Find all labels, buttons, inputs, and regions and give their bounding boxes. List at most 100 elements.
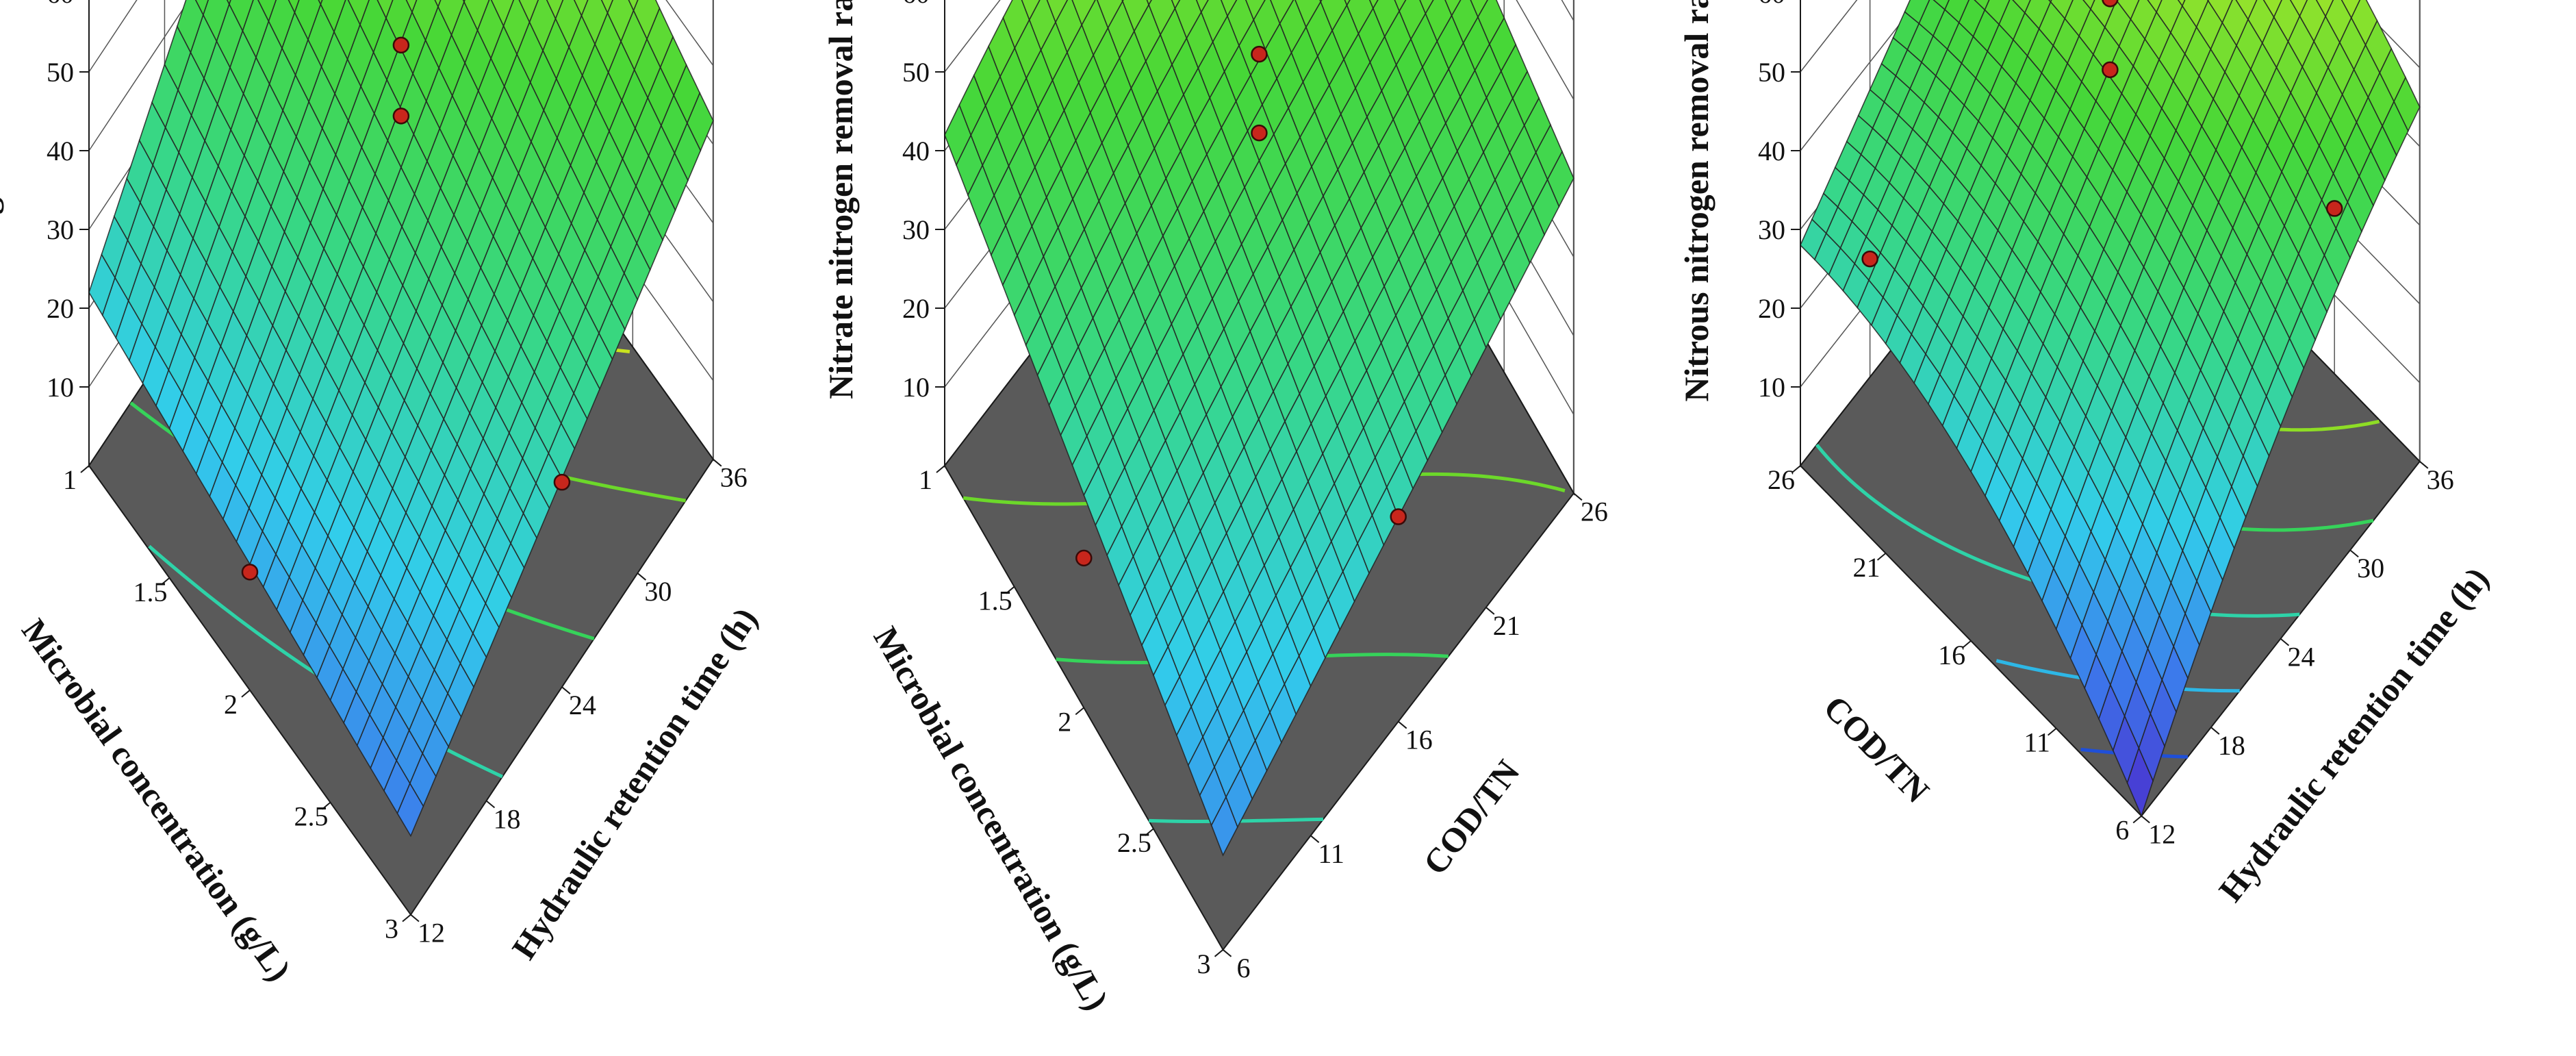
y-axis-tick (2141, 815, 2150, 824)
y-tick-label: 30 (2357, 553, 2384, 583)
y-tick-label: 11 (1318, 838, 1344, 869)
surface-cell (2177, 0, 2186, 8)
y-tick-label: 30 (644, 576, 672, 607)
surface-cell (574, 0, 589, 17)
surface-cell (1984, 0, 2011, 25)
surface-cell (2048, 0, 2052, 3)
y-axis-tick (1485, 607, 1495, 615)
y-axis-tick (2280, 638, 2290, 646)
z-tick-label: 20 (47, 293, 74, 324)
z-tick-label: 30 (902, 214, 930, 245)
design-point (241, 564, 259, 581)
x-axis-tick (1791, 465, 1801, 473)
y-axis-tick (2349, 549, 2359, 557)
chart-panel-0: 102030405060708011.522.531218243036Micro… (0, 0, 765, 988)
surface-cell (1904, 0, 1930, 25)
z-tick-label: 40 (47, 136, 74, 166)
z-tick-label: 60 (902, 0, 930, 9)
surface-cell (1270, 0, 1295, 25)
design-point (2102, 61, 2119, 79)
surface-cell (1319, 0, 1323, 3)
x-axis-tick (1214, 949, 1224, 957)
z-tick-label: 30 (1758, 214, 1785, 245)
surface-cell (1221, 0, 1238, 18)
y-axis-tick (2210, 727, 2220, 735)
design-point (1861, 250, 1878, 268)
z-tick-label: 10 (902, 372, 930, 403)
surface-cell (1046, 0, 1069, 24)
surface-cell (1245, 0, 1266, 21)
x-tick-label: 2 (1058, 706, 1071, 737)
y-axis-tick (637, 573, 646, 581)
surface-cell (2289, 0, 2308, 18)
y-tick-label: 36 (2427, 464, 2454, 495)
x-tick-label: 11 (2024, 727, 2050, 758)
surface-cell (2235, 0, 2258, 21)
x-tick-label: 2 (224, 689, 238, 720)
x-tick-label: 3 (1197, 948, 1211, 979)
surface-cell (2050, 0, 2074, 20)
y-tick-label: 21 (1493, 610, 1520, 641)
design-point (392, 108, 410, 125)
surface-cell (1394, 0, 1407, 12)
y-tick-label: 6 (1237, 953, 1251, 983)
y-tick-label: 18 (493, 803, 520, 834)
design-point (2325, 200, 2343, 217)
surface-cell (1021, 0, 1041, 21)
chart-panel-1: 102030405060708011.522.53611162126Microb… (821, 0, 1608, 1016)
x-axis-tick (80, 465, 90, 473)
design-point (392, 36, 410, 54)
surface-cell (2206, 0, 2209, 2)
z-tick-label: 50 (1758, 57, 1785, 88)
x-axis-tick (241, 690, 251, 698)
surface-cell (1933, 0, 1950, 11)
z-tick-label: 50 (902, 57, 930, 88)
y-tick-label: 36 (720, 462, 748, 493)
surface-cell (2012, 0, 2031, 14)
y-axis-tick (1398, 720, 1407, 729)
surface-cell (226, 0, 231, 6)
z-tick-label: 40 (1758, 136, 1785, 166)
surface-cell (518, 0, 539, 24)
surface-cell (2147, 0, 2163, 14)
surface-cell (2262, 0, 2282, 18)
x-tick-label: 6 (2115, 815, 2129, 846)
z-tick-label: 30 (47, 214, 74, 245)
y-axis-tick (485, 800, 496, 809)
design-point (2102, 0, 2119, 8)
surface-cell (377, 0, 394, 20)
x-axis-tick (936, 465, 945, 473)
x-tick-label: 26 (1768, 464, 1795, 495)
surface-cell (2341, 0, 2361, 19)
x-tick-label: 16 (1938, 640, 1965, 670)
y-axis-title: COD/TN (1416, 753, 1527, 881)
y-axis-tick (1573, 492, 1583, 501)
y-axis-tick (561, 686, 571, 694)
x-tick-label: 1.5 (133, 577, 168, 607)
x-axis-tick (1962, 640, 1972, 649)
y-axis-tick (1310, 835, 1320, 843)
x-axis-tick (2048, 727, 2057, 736)
x-axis-tick (2132, 815, 2142, 824)
surface-cell (1974, 0, 1990, 11)
surface-cell (405, 0, 418, 14)
surface-cell (434, 0, 442, 8)
surface-cell (1419, 0, 1434, 15)
surface-cell (257, 0, 277, 23)
x-tick-label: 1 (919, 464, 932, 495)
surface-cell (463, 0, 490, 32)
surface-cell (1470, 0, 1488, 18)
surface-cell (2115, 0, 2140, 21)
surface-cell (546, 0, 564, 21)
surface-cell (1369, 0, 1379, 10)
surface-cell (288, 0, 300, 14)
y-tick-label: 16 (1405, 725, 1433, 755)
x-tick-label: 2.5 (1117, 827, 1151, 858)
surface-cell (347, 0, 370, 26)
y-tick-label: 12 (418, 918, 445, 948)
x-tick-label: 3 (385, 914, 398, 944)
design-point (1390, 508, 1407, 525)
z-tick-label: 20 (902, 293, 930, 324)
y-axis-tick (713, 458, 722, 467)
surface-cell (1071, 0, 1096, 27)
